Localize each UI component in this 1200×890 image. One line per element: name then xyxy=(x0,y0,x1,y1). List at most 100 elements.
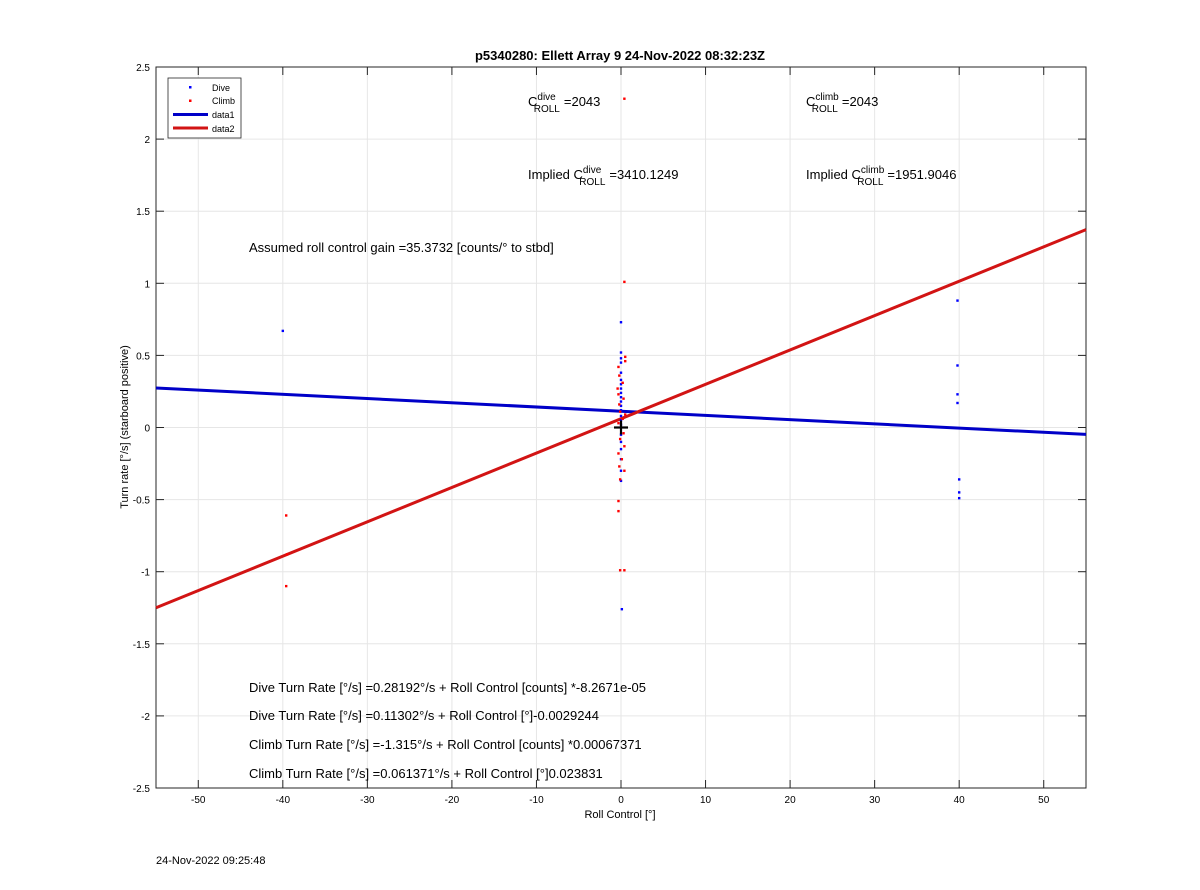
y-axis-label: Turn rate [°/s] (starboard positive) xyxy=(119,345,131,509)
figure-timestamp: 24-Nov-2022 09:25:48 xyxy=(156,855,265,867)
annotations: Cdive ROLL=2043 Cclimb ROLL=2043 Implied C… xyxy=(249,92,956,781)
x-tick-label: 30 xyxy=(869,795,881,806)
climb-point xyxy=(617,393,620,396)
climb-point xyxy=(618,569,622,572)
climb-point xyxy=(617,452,620,455)
fit-line-data2 xyxy=(155,228,1087,610)
climb-point xyxy=(618,478,622,481)
x-axis-label: Roll Control [°] xyxy=(584,809,655,821)
climb-point xyxy=(616,387,619,390)
dive-point xyxy=(619,351,623,354)
origin-marker xyxy=(614,420,628,435)
climb-point xyxy=(621,417,624,421)
dive-point xyxy=(956,299,959,302)
x-tick-label: -30 xyxy=(360,795,375,806)
chart-title: p5340280: Ellett Array 9 24-Nov-2022 08:… xyxy=(475,48,765,63)
legend-dive-swatch xyxy=(189,86,192,89)
x-tick-label: 20 xyxy=(785,795,797,806)
fit-annotation-1: Dive Turn Rate [°/s] =0.28192°/s + Roll … xyxy=(249,680,646,695)
axis-ticks: -50 -40 -30 -20 -10 0 10 20 30 40 50-2.5-2-1.5-1-0… xyxy=(133,63,1086,806)
legend-climb-label: Climb xyxy=(212,96,235,106)
x-tick-label: 50 xyxy=(1038,795,1050,806)
climb-point xyxy=(285,584,288,588)
climb-point xyxy=(618,374,621,377)
fit-annotation-2: Dive Turn Rate [°/s] =0.11302°/s + Roll … xyxy=(249,708,599,723)
dive-point xyxy=(619,414,623,418)
x-tick-label: 40 xyxy=(954,795,966,806)
dive-point xyxy=(619,400,623,403)
climb-point xyxy=(623,280,626,284)
climb-point xyxy=(623,469,626,472)
x-tick-label: -50 xyxy=(191,795,206,806)
c-climb-annotation: Cclimb ROLL=2043 xyxy=(806,92,878,115)
climb-point xyxy=(618,437,622,441)
climb-point xyxy=(622,432,625,435)
climb-point xyxy=(624,413,627,416)
fit-annotation-4: Climb Turn Rate [°/s] =0.061371°/s + Rol… xyxy=(249,766,603,781)
y-tick-label: -2 xyxy=(141,712,150,723)
dive-point xyxy=(619,419,623,422)
dive-point xyxy=(619,396,623,399)
dive-point xyxy=(281,329,285,333)
dive-point xyxy=(956,364,959,367)
climb-point xyxy=(617,509,620,513)
c-dive-annotation: Cdive ROLL=2043 xyxy=(528,92,600,115)
climb-point xyxy=(623,97,626,100)
climb-point xyxy=(624,355,627,359)
dive-point xyxy=(619,469,623,472)
x-tick-label: -10 xyxy=(529,795,544,806)
dive-point xyxy=(619,378,623,382)
climb-point xyxy=(617,365,620,369)
y-tick-label: 2.5 xyxy=(136,63,150,74)
legend-dive-label: Dive xyxy=(212,83,230,93)
y-tick-label: 0.5 xyxy=(136,351,150,362)
climb-point xyxy=(617,499,620,503)
dive-point xyxy=(619,447,623,451)
data-points xyxy=(281,97,961,611)
dive-point xyxy=(619,440,623,444)
climb-point xyxy=(624,359,627,363)
dive-point xyxy=(957,478,961,481)
dive-point xyxy=(619,408,623,412)
climb-point xyxy=(618,410,622,413)
gain-annotation: Assumed roll control gain =35.3732 [coun… xyxy=(249,240,554,255)
climb-point xyxy=(285,553,289,556)
dive-point xyxy=(957,491,961,494)
x-tick-label: 0 xyxy=(618,795,624,806)
climb-point xyxy=(623,445,626,448)
climb-point xyxy=(620,458,624,461)
dive-point xyxy=(619,383,623,386)
y-tick-label: 1 xyxy=(144,279,150,290)
y-tick-label: -1.5 xyxy=(133,640,151,651)
y-tick-label: -2.5 xyxy=(133,784,151,795)
dive-point xyxy=(619,357,623,360)
legend-data2-label: data2 xyxy=(212,124,235,134)
climb-point xyxy=(623,569,626,572)
climb-point xyxy=(618,465,621,468)
dive-point xyxy=(619,433,623,436)
y-tick-label: 2 xyxy=(144,135,150,146)
y-tick-label: -0.5 xyxy=(133,496,151,507)
dive-point xyxy=(619,361,623,364)
x-tick-label: -40 xyxy=(276,795,291,806)
dive-point xyxy=(619,479,623,483)
climb-point xyxy=(621,381,624,384)
implied-dive-annotation: Implied Cdive ROLL=3410.1249 xyxy=(528,165,678,188)
dive-point xyxy=(619,371,623,374)
legend: Dive Climb data1 data2 xyxy=(167,77,242,139)
dive-point xyxy=(619,387,623,390)
y-tick-label: -1 xyxy=(141,568,150,579)
dive-point xyxy=(619,404,623,408)
x-tick-label: -20 xyxy=(445,795,460,806)
legend-data1-label: data1 xyxy=(212,110,235,120)
legend-climb-swatch xyxy=(189,99,192,102)
dive-point xyxy=(956,393,959,396)
climb-point xyxy=(618,403,621,406)
dive-point xyxy=(957,496,961,500)
dive-point xyxy=(620,607,624,611)
fit-annotation-3: Climb Turn Rate [°/s] =-1.315°/s + Roll … xyxy=(249,737,642,752)
dive-point xyxy=(619,391,623,395)
y-tick-label: 1.5 xyxy=(136,207,150,218)
